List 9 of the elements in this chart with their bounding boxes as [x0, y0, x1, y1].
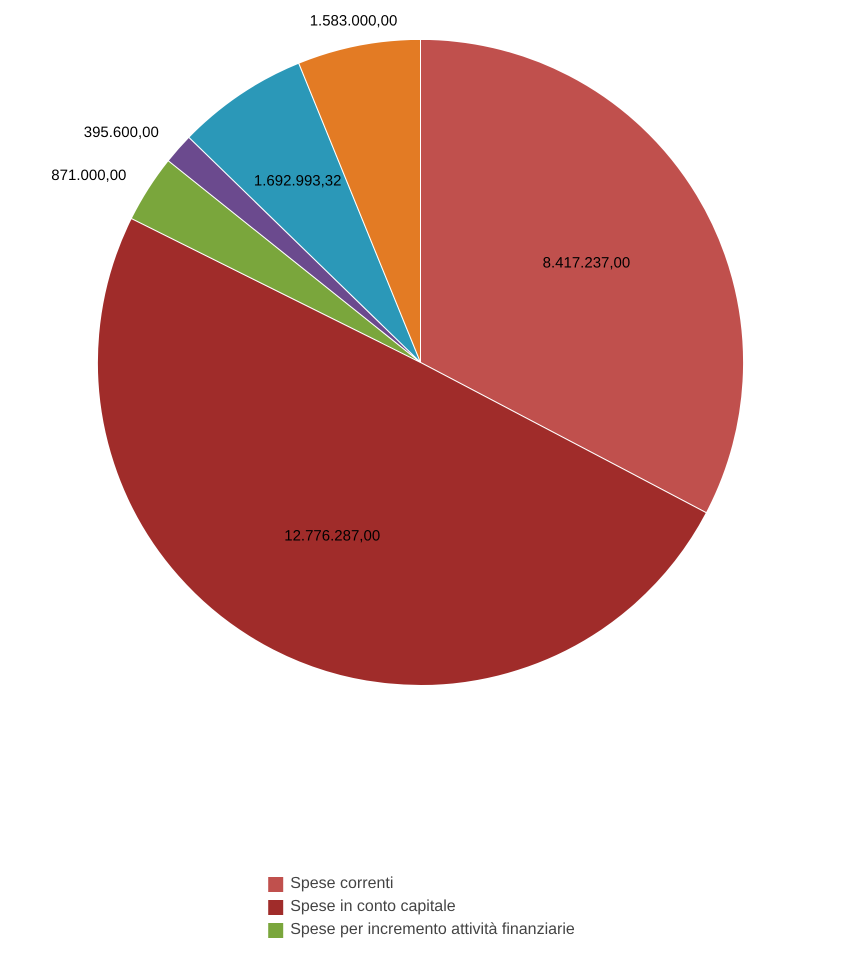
data-label: 12.776.287,00	[284, 528, 380, 544]
data-label: 1.692.993,32	[254, 172, 342, 190]
data-label: 871.000,00	[51, 167, 126, 184]
legend-label: Spese in conto capitale	[290, 898, 456, 916]
data-label: 395.600,00	[84, 124, 159, 142]
legend-label: Spese correnti	[290, 875, 394, 893]
data-label: 1.583.000,00	[310, 12, 398, 30]
data-label: 8.417.237,00	[542, 254, 630, 272]
legend-label: Spese per incremento attività finanziarie	[290, 921, 575, 939]
